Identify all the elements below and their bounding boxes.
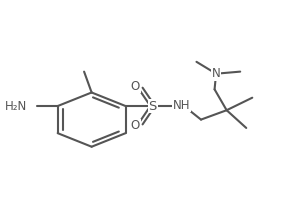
Text: NH: NH bbox=[173, 98, 190, 112]
Text: S: S bbox=[148, 100, 157, 113]
Text: O: O bbox=[131, 80, 140, 93]
Text: H₂N: H₂N bbox=[5, 100, 27, 113]
Text: N: N bbox=[212, 67, 221, 80]
Text: O: O bbox=[131, 119, 140, 132]
